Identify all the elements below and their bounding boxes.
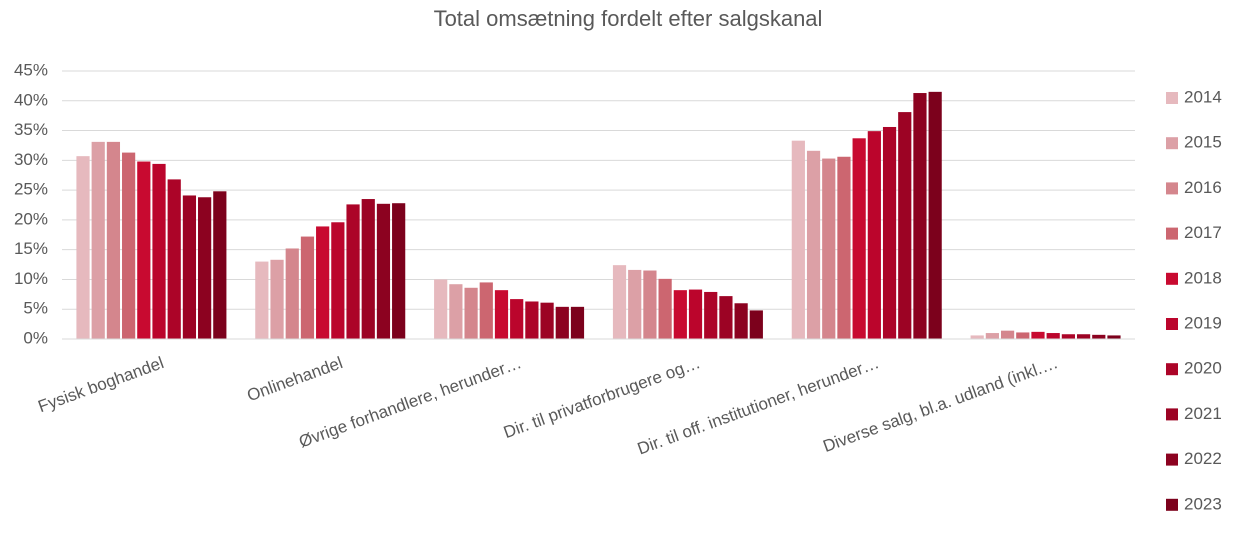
y-tick-label: 0% [23,328,48,347]
bar [555,306,569,339]
bar [376,203,391,339]
bar [1016,332,1030,339]
bar [540,302,554,339]
bar [122,152,136,339]
bar [346,204,360,339]
y-tick-label: 15% [14,239,48,258]
bar [734,303,748,339]
bar [525,301,539,339]
bar [255,261,269,339]
bar [152,163,166,339]
chart-title: Total omsætning fordelt efter salgskanal [434,6,823,31]
bar [464,287,478,339]
bar [510,299,524,339]
legend-swatch [1166,182,1178,195]
bar [643,270,657,339]
bar [673,290,687,339]
legend-swatch [1166,227,1178,240]
bar [688,289,703,339]
bar [628,269,642,339]
legend-swatch [1166,272,1178,285]
bar [361,199,375,339]
bar [867,131,881,339]
y-tick-label: 10% [14,269,48,288]
legend-label: 2019 [1184,313,1222,332]
bar [1061,334,1075,339]
bar [479,282,493,339]
bar [719,296,733,339]
bar [852,138,866,339]
bar [749,310,763,339]
bar [76,156,90,339]
legend-label: 2020 [1184,359,1222,378]
bar [791,140,805,339]
bar [1000,330,1015,339]
bar [822,158,836,339]
bar [91,141,105,339]
legend-swatch [1166,498,1178,511]
bar [882,126,897,339]
bar [806,150,821,339]
bar [213,191,227,339]
bar [837,156,851,339]
bar [300,236,315,339]
bar [704,291,718,339]
y-tick-label: 20% [14,209,48,228]
bar [285,248,299,339]
bar [898,112,912,340]
y-tick-label: 30% [14,150,48,169]
x-tick-label: Onlinehandel [244,353,345,405]
legend-label: 2021 [1184,404,1222,423]
bar [331,222,345,339]
bar [570,306,585,339]
bar [985,333,999,339]
bar [970,335,984,339]
legend-swatch [1166,408,1178,421]
bar [449,284,463,339]
bar [928,91,942,339]
bar [106,141,121,339]
bar [198,197,212,339]
y-tick-label: 25% [14,180,48,199]
bar [270,259,284,339]
legend-swatch [1166,318,1178,330]
y-tick-label: 35% [14,120,48,139]
bar [1092,334,1106,339]
legend-swatch [1166,92,1178,104]
legend-label: 2014 [1184,87,1222,106]
legend-label: 2017 [1184,223,1222,242]
bar [182,195,197,339]
legend-label: 2015 [1184,133,1222,152]
y-tick-label: 45% [14,60,48,79]
bar [612,265,627,339]
legend-label: 2016 [1184,178,1222,197]
bar [1107,335,1121,339]
legend-swatch [1166,453,1178,466]
bar [1031,331,1045,339]
bar [392,203,406,339]
bar [434,279,448,339]
legend-swatch [1166,363,1178,376]
bar [316,226,330,339]
legend-swatch [1166,137,1178,150]
bar [137,161,151,339]
legend-label: 2018 [1184,268,1222,287]
bar [1076,334,1091,339]
bar [913,93,927,339]
bar [167,179,181,339]
legend-label: 2023 [1184,494,1222,513]
bar [494,290,509,339]
bar [1046,333,1060,339]
y-tick-label: 5% [23,299,48,318]
y-tick-label: 40% [14,90,48,109]
legend-label: 2022 [1184,449,1222,468]
bar [658,278,672,339]
x-tick-label: Fysisk boghandel [35,353,166,416]
